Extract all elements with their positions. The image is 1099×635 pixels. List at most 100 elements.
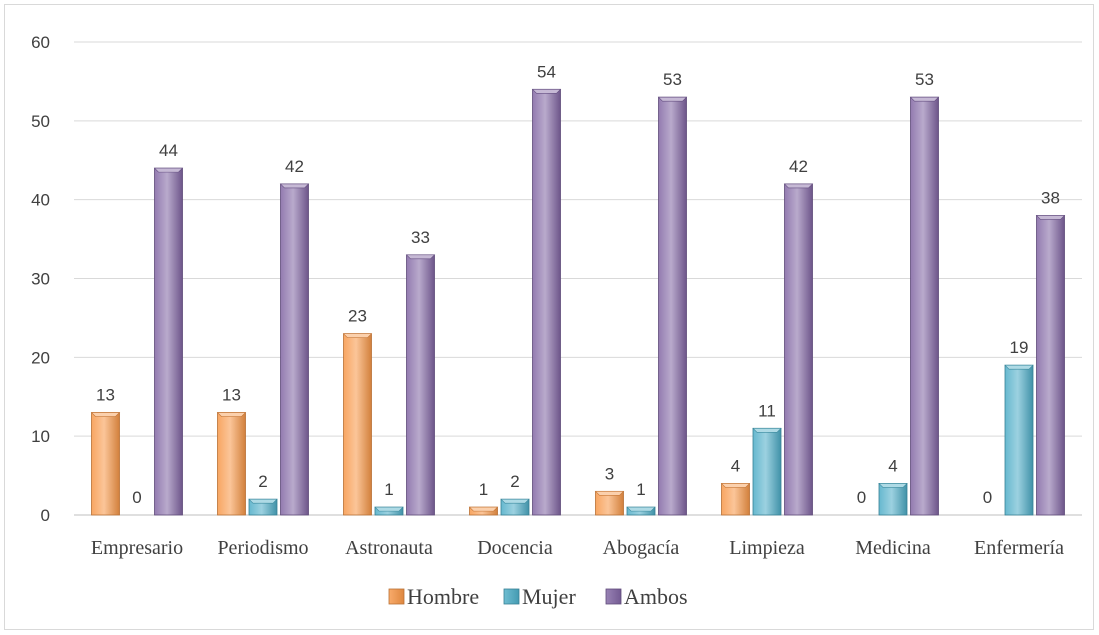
x-category-label: Docencia <box>477 537 553 559</box>
bar-bevel <box>1035 215 1066 220</box>
data-label: 11 <box>758 401 776 420</box>
bar-mujer <box>500 498 530 516</box>
data-label: 19 <box>1010 338 1029 357</box>
bar-mujer <box>248 498 278 516</box>
bar-bevel <box>657 96 688 102</box>
bar-body <box>721 483 750 516</box>
data-label: 1 <box>636 480 645 499</box>
x-category-label: Astronauta <box>345 537 433 559</box>
legend-swatch <box>503 588 520 605</box>
legend-item-hombre: Hombre <box>388 584 479 609</box>
bar-bevel <box>626 506 656 512</box>
bar-ambos <box>657 96 688 516</box>
data-labels: 13 0 44 13 2 42 23 1 33 1 2 54 3 1 53 4 11 42 0 4 53 0 19 38 <box>96 62 1060 507</box>
bar-body <box>532 88 561 516</box>
bar-body <box>217 412 246 516</box>
bar-body <box>406 254 435 516</box>
bar-bevel <box>342 333 373 338</box>
x-category-label: Periodismo <box>217 537 308 559</box>
data-label: 13 <box>222 386 241 405</box>
bar-ambos <box>153 167 184 516</box>
bar-bevel <box>216 412 247 417</box>
bar-bevel <box>594 491 625 496</box>
data-label: 4 <box>731 456 740 475</box>
data-label: 38 <box>1041 188 1060 207</box>
bar-body <box>343 333 372 516</box>
data-label: 4 <box>888 456 897 475</box>
y-tick-label: 0 <box>41 506 50 525</box>
bar-bevel <box>720 483 751 488</box>
bar-bevel <box>500 498 530 504</box>
x-category-label: Limpieza <box>729 537 805 559</box>
bar-hombre <box>594 490 625 516</box>
data-label: 13 <box>96 386 115 405</box>
bar-hombre <box>468 506 499 516</box>
y-tick-label: 50 <box>31 112 50 131</box>
bar-bevel <box>90 412 121 417</box>
data-label: 0 <box>983 488 992 507</box>
bar-bevel <box>279 183 310 189</box>
bar-hombre <box>90 412 121 516</box>
bar-body <box>658 96 687 516</box>
legend-label: Ambos <box>624 584 688 609</box>
data-label: 54 <box>537 62 556 81</box>
x-category-label: Medicina <box>855 537 931 559</box>
data-label: 2 <box>258 472 267 491</box>
bar-hombre <box>216 412 247 516</box>
bar-mujer <box>752 427 782 516</box>
y-axis-ticks: 0 10 20 30 40 50 60 <box>31 33 50 525</box>
x-category-label: Abogacía <box>603 537 680 559</box>
data-label: 0 <box>132 488 141 507</box>
data-label: 0 <box>857 488 866 507</box>
data-label: 53 <box>915 70 934 89</box>
bar-bevel <box>248 498 278 504</box>
bar-bevel <box>531 89 562 94</box>
x-category-label: Empresario <box>91 537 183 559</box>
bar-mujer <box>1004 364 1034 516</box>
bar-bevel <box>878 483 908 488</box>
bar-bevel <box>909 96 940 102</box>
legend-swatch <box>388 588 405 605</box>
x-axis-categories: Empresario Periodismo Astronauta Docencia Ab… <box>91 537 1064 559</box>
bar-hombre <box>720 483 751 516</box>
bar-bevel <box>374 506 404 512</box>
data-label: 1 <box>479 480 488 499</box>
bar-body <box>784 183 813 516</box>
data-label: 53 <box>663 70 682 89</box>
bar-bevel <box>405 254 436 260</box>
data-label: 44 <box>159 141 178 160</box>
bar-bevel <box>1004 364 1034 370</box>
legend: Hombre Mujer Ambos <box>388 584 688 609</box>
bar-ambos <box>405 254 436 516</box>
data-label: 2 <box>510 472 519 491</box>
bar-body <box>1004 364 1034 516</box>
data-label: 23 <box>348 307 367 326</box>
bar-bevel <box>468 506 499 512</box>
legend-item-ambos: Ambos <box>605 584 688 609</box>
data-label: 42 <box>285 157 304 176</box>
bar-ambos <box>531 88 562 516</box>
bar-hombre <box>342 333 373 516</box>
legend-swatch <box>605 588 622 605</box>
data-label: 33 <box>411 228 430 247</box>
y-tick-label: 20 <box>31 348 50 367</box>
legend-label: Mujer <box>522 584 576 609</box>
bar-body <box>1036 215 1065 516</box>
y-tick-label: 10 <box>31 427 50 446</box>
legend-label: Hombre <box>407 584 479 609</box>
bar-body <box>91 412 120 516</box>
data-label: 3 <box>605 464 614 483</box>
bar-body <box>752 427 782 516</box>
y-tick-label: 60 <box>31 33 50 52</box>
bar-bevel <box>783 183 814 189</box>
bar-mujer <box>374 506 404 516</box>
bar-ambos <box>1035 215 1066 516</box>
y-tick-label: 40 <box>31 191 50 210</box>
bar-bevel <box>752 427 782 433</box>
bar-body <box>154 167 183 516</box>
bar-mujer <box>626 506 656 516</box>
bar-body <box>878 483 908 516</box>
x-category-label: Enfermería <box>974 537 1064 559</box>
bars <box>90 88 1066 516</box>
